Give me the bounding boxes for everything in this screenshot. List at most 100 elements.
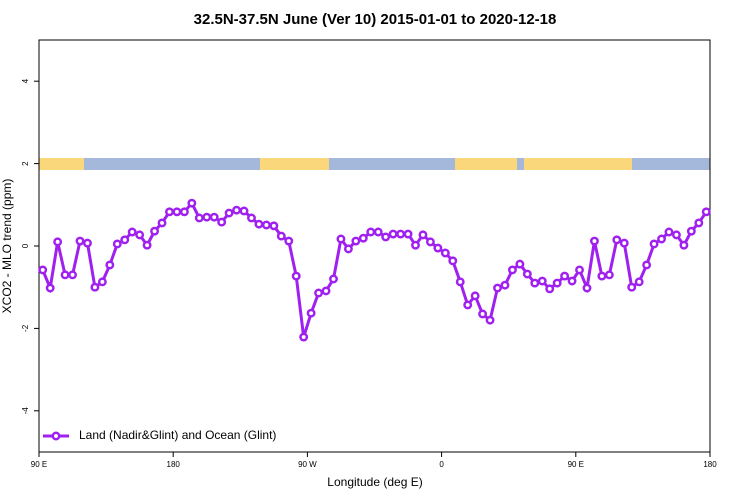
data-point: [642, 260, 652, 270]
data-point: [470, 291, 480, 301]
data-point: [381, 232, 391, 242]
data-point: [284, 236, 294, 246]
chart-title: 32.5N-37.5N June (Ver 10) 2015-01-01 to …: [194, 11, 557, 28]
data-point: [217, 217, 227, 227]
data-point: [634, 277, 644, 287]
y-axis-label: XCO2 - MLO trend (ppm): [0, 179, 14, 314]
data-point: [314, 288, 324, 298]
data-point: [45, 283, 55, 293]
x-tick-label: 0: [439, 460, 444, 469]
data-point: [53, 237, 63, 247]
data-point: [448, 256, 458, 266]
data-point: [127, 227, 137, 237]
data-point: [112, 239, 122, 249]
data-point: [291, 271, 301, 281]
y-tick-label: 0: [21, 243, 30, 248]
data-point: [239, 206, 249, 216]
data-point: [299, 332, 309, 342]
data-point: [455, 277, 465, 287]
data-point: [701, 207, 711, 217]
data-point: [582, 283, 592, 293]
data-point: [373, 227, 383, 237]
x-tick-label: 180: [167, 460, 181, 469]
data-point: [686, 226, 696, 236]
data-point: [187, 198, 197, 208]
data-point: [224, 208, 234, 218]
legend-label: Land (Nadir&Glint) and Ocean (Glint): [79, 428, 276, 442]
data-point: [172, 207, 182, 217]
data-point: [165, 207, 174, 217]
data-point: [522, 269, 532, 279]
data-point: [403, 229, 413, 239]
data-point: [358, 233, 368, 243]
y-tick-label: 4: [21, 78, 30, 83]
data-point: [507, 265, 517, 275]
x-tick-label: 90 W: [298, 460, 317, 469]
data-point: [478, 309, 488, 319]
data-point: [552, 278, 562, 288]
data-point: [396, 229, 406, 239]
data-point: [68, 270, 78, 280]
data-point: [500, 280, 510, 290]
data-point: [60, 270, 70, 280]
data-point: [657, 234, 666, 244]
data-point: [276, 231, 286, 241]
x-tick-label: 90 E: [568, 460, 584, 469]
data-point: [97, 277, 107, 287]
land-band: [260, 158, 329, 170]
data-point: [425, 237, 435, 247]
data-point: [321, 286, 331, 296]
data-point: [433, 243, 443, 253]
data-point: [150, 226, 160, 236]
data-point: [90, 282, 100, 292]
data-point: [179, 207, 189, 217]
data-point: [366, 227, 376, 237]
x-tick-label: 90 E: [31, 460, 47, 469]
data-point: [597, 271, 607, 281]
data-point: [329, 274, 338, 284]
data-point: [530, 278, 540, 288]
data-point: [75, 236, 85, 246]
data-point: [157, 218, 167, 228]
land-band: [455, 158, 517, 170]
data-point: [515, 259, 525, 269]
data-point: [232, 205, 242, 215]
data-point: [604, 270, 614, 280]
data-point: [672, 230, 681, 240]
y-tick-label: -4: [21, 407, 30, 415]
y-tick-label: -2: [21, 324, 30, 332]
data-point: [619, 238, 629, 248]
data-point: [627, 282, 637, 292]
land-band: [39, 158, 84, 170]
data-point: [38, 265, 48, 275]
land-band: [524, 158, 632, 170]
legend-marker: [51, 431, 61, 441]
data-point: [135, 230, 145, 240]
data-point: [664, 227, 674, 237]
data-point: [209, 212, 219, 222]
data-point: [411, 240, 420, 250]
plot-frame: [38, 39, 711, 453]
data-point: [589, 236, 599, 246]
data-point: [194, 213, 204, 223]
data-point: [649, 239, 659, 249]
data-point: [120, 235, 130, 245]
x-axis-label: Longitude (deg E): [327, 475, 422, 489]
series-line: [41, 200, 708, 338]
data-point: [254, 219, 264, 229]
data-point: [247, 213, 256, 223]
data-point: [537, 276, 547, 286]
data-point: [336, 234, 346, 244]
x-tick-label: 180: [703, 460, 717, 469]
data-point: [105, 260, 115, 270]
data-point: [493, 283, 502, 293]
data-point: [261, 220, 271, 230]
data-point: [440, 248, 450, 258]
data-point: [694, 218, 704, 228]
data-point: [560, 271, 570, 281]
data-point: [388, 229, 398, 239]
data-point: [418, 230, 428, 240]
data-point: [612, 235, 622, 245]
data-point: [545, 284, 555, 294]
